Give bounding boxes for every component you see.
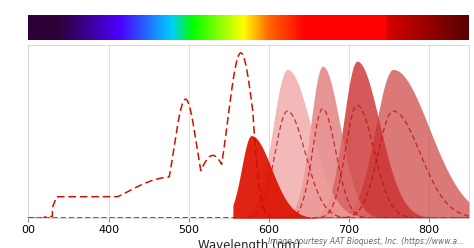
X-axis label: Wavelength (nm): Wavelength (nm) bbox=[198, 239, 300, 248]
Text: Image courtesy AAT Bioquest, Inc. (https://www.a...: Image courtesy AAT Bioquest, Inc. (https… bbox=[268, 237, 465, 246]
